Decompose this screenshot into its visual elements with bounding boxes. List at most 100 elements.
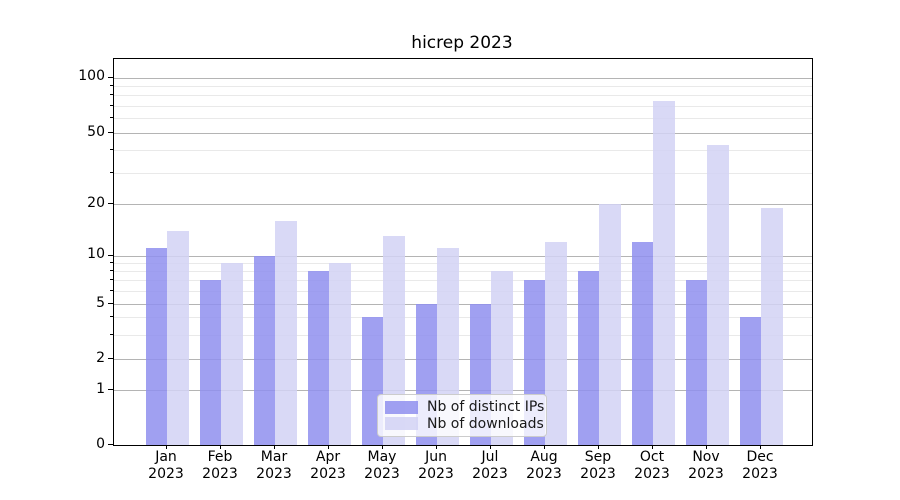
ytick-mark-50 (108, 132, 113, 133)
ytick-minor-mark-6 (110, 290, 113, 292)
xtick-month-jan: Jan (155, 449, 177, 465)
ytick-mark-100 (108, 76, 113, 78)
bar-distinct-ips-mar (253, 255, 275, 445)
minor-gridline-4 (114, 317, 812, 319)
major-gridline-20 (114, 204, 812, 205)
xtick-month-oct: Oct (639, 449, 665, 465)
xtick-month-jun: Jun (425, 449, 447, 465)
xtick-mark-jan (166, 445, 167, 449)
bar-downloads-oct (653, 100, 675, 445)
major-gridline-1 (114, 390, 812, 391)
minor-gridline-3 (114, 334, 812, 336)
ytick-minor-mark-90 (110, 84, 113, 86)
minor-gridline-30 (114, 172, 812, 174)
bar-distinct-ips-dec (739, 317, 761, 445)
xtick-month-apr: Apr (315, 449, 341, 465)
xtick-label-dec: Dec 2023 (728, 449, 792, 483)
xtick-mark-sep (598, 445, 599, 449)
legend-item-downloads: Nb of downloads (385, 416, 544, 432)
xtick-year-oct: 2023 (634, 466, 670, 482)
bar-distinct-ips-nov (685, 280, 707, 445)
xtick-year-nov: 2023 (688, 466, 724, 482)
bar-downloads-dec (761, 207, 783, 445)
major-gridline-50 (114, 133, 812, 134)
xtick-year-feb: 2023 (202, 466, 238, 482)
minor-gridline-80 (114, 95, 812, 97)
minor-gridline-7 (114, 280, 812, 282)
ytick-mark-1 (108, 389, 113, 390)
xtick-month-nov: Nov (692, 449, 720, 465)
xtick-year-aug: 2023 (526, 466, 562, 482)
ytick-mark-10 (108, 254, 113, 256)
xtick-year-jan: 2023 (148, 466, 184, 482)
ytick-label-20: 20 (87, 194, 105, 211)
ytick-minor-mark-4 (110, 316, 113, 318)
xtick-mark-apr (328, 445, 329, 449)
xtick-label-apr: Apr 2023 (296, 449, 360, 483)
xtick-year-dec: 2023 (742, 466, 778, 482)
ytick-label-0: 0 (96, 435, 105, 452)
legend-swatch-distinct-ips (385, 400, 418, 414)
ytick-minor-mark-80 (110, 94, 113, 96)
bar-downloads-may (383, 236, 405, 445)
ytick-mark-20 (108, 203, 113, 204)
ytick-mark-2 (108, 358, 113, 359)
xtick-label-mar: Mar 2023 (242, 449, 306, 483)
xtick-mark-dec (760, 445, 761, 449)
ytick-mark-0 (108, 444, 113, 445)
ytick-mark-5 (108, 303, 113, 304)
bar-distinct-ips-oct (631, 241, 653, 445)
xtick-month-may: May (367, 449, 397, 465)
xtick-year-mar: 2023 (256, 466, 292, 482)
xtick-year-may: 2023 (364, 466, 400, 482)
plot-area (113, 58, 813, 446)
xtick-mark-aug (544, 445, 545, 449)
bar-distinct-ips-feb (199, 280, 221, 445)
xtick-mark-jul (490, 445, 491, 449)
legend-label-downloads: Nb of downloads (427, 415, 544, 432)
xtick-label-may: May 2023 (350, 449, 414, 483)
xtick-mark-may (382, 445, 383, 449)
legend-swatch-downloads (385, 417, 418, 431)
xtick-month-mar: Mar (260, 449, 288, 465)
ytick-minor-mark-30 (110, 171, 113, 173)
xtick-label-oct: Oct 2023 (620, 449, 684, 483)
bar-downloads-aug (545, 241, 567, 445)
minor-gridline-60 (114, 118, 812, 120)
xtick-mark-oct (652, 445, 653, 449)
xtick-label-sep: Sep 2023 (566, 449, 630, 483)
ytick-minor-mark-9 (110, 261, 113, 263)
major-gridline-10 (114, 255, 812, 257)
xtick-mark-jun (436, 445, 437, 449)
xtick-mark-mar (274, 445, 275, 449)
xtick-label-jan: Jan 2023 (134, 449, 198, 483)
legend-item-distinct-ips: Nb of distinct IPs (385, 399, 544, 415)
xtick-month-jul: Jul (481, 449, 499, 465)
major-gridline-100 (114, 77, 812, 79)
minor-gridline-6 (114, 291, 812, 293)
ytick-label-1: 1 (96, 380, 105, 397)
minor-gridline-40 (114, 150, 812, 152)
xtick-month-aug: Aug (530, 449, 558, 465)
bar-distinct-ips-apr (307, 271, 329, 445)
ytick-label-5: 5 (96, 294, 105, 311)
xtick-label-aug: Aug 2023 (512, 449, 576, 483)
ytick-minor-mark-40 (110, 149, 113, 151)
ytick-minor-mark-70 (110, 105, 113, 107)
ytick-label-10: 10 (87, 246, 105, 262)
ytick-minor-mark-8 (110, 270, 113, 272)
xtick-year-jul: 2023 (472, 466, 508, 482)
xtick-label-jun: Jun 2023 (404, 449, 468, 483)
minor-gridline-8 (114, 271, 812, 273)
minor-gridline-9 (114, 262, 812, 264)
bar-distinct-ips-sep (577, 271, 599, 445)
major-gridline-2 (114, 359, 812, 360)
bar-downloads-mar (275, 220, 297, 445)
xtick-label-feb: Feb 2023 (188, 449, 252, 483)
xtick-mark-nov (706, 445, 707, 449)
xtick-month-dec: Dec (746, 449, 774, 465)
ytick-label-50: 50 (87, 123, 105, 140)
xtick-month-feb: Feb (207, 449, 233, 465)
ytick-label-2: 2 (96, 349, 105, 366)
